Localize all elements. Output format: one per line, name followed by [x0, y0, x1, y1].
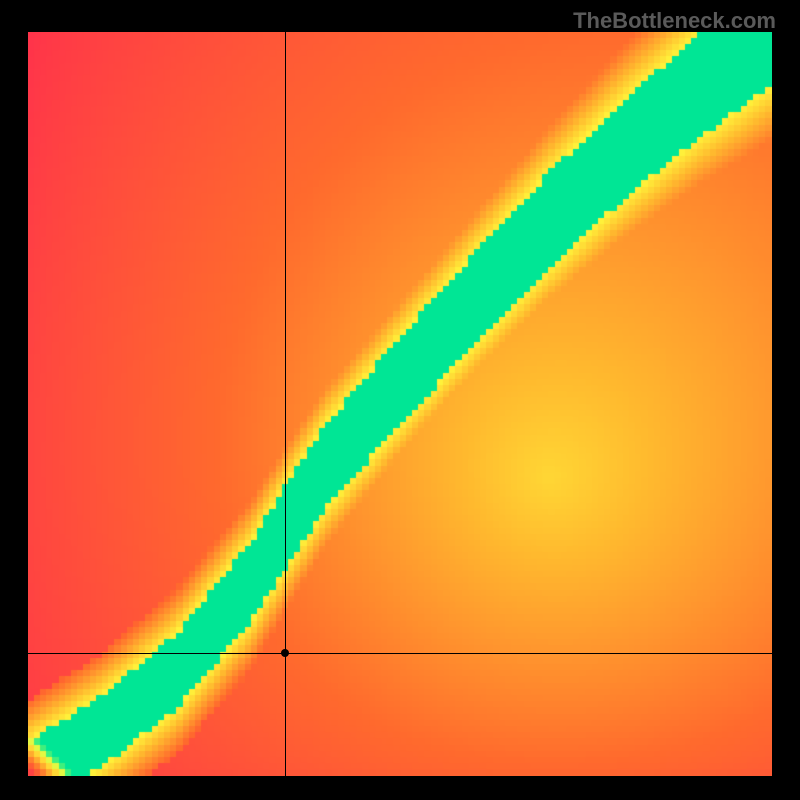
plot-area: [28, 32, 772, 776]
crosshair-vertical: [285, 32, 286, 776]
heatmap-canvas: [28, 32, 772, 776]
crosshair-horizontal: [28, 653, 772, 654]
crosshair-marker: [281, 649, 289, 657]
watermark-text: TheBottleneck.com: [573, 8, 776, 34]
